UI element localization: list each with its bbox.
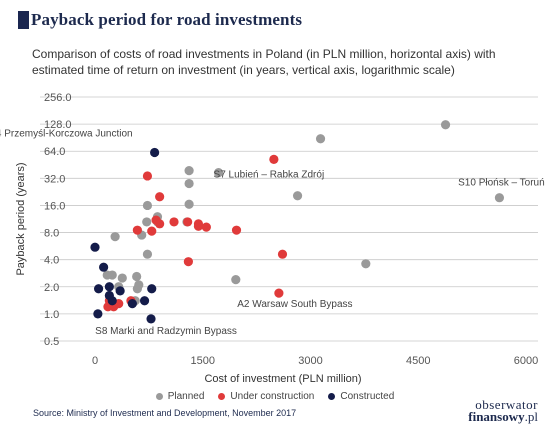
point-planned xyxy=(231,275,241,285)
page-title: Payback period for road investments xyxy=(31,10,302,30)
annotation-label: S7 Lubień – Rabka Zdrój xyxy=(214,169,325,180)
brand-top: obserwator xyxy=(475,397,538,412)
point-constructed xyxy=(104,282,114,292)
legend-swatch-planned xyxy=(155,393,163,400)
point-under-construction xyxy=(183,257,193,267)
legend-label-planned: Planned xyxy=(167,391,205,402)
point-constructed xyxy=(93,309,103,319)
brand-name: finansowy xyxy=(468,409,525,424)
title-wrap: Payback period for road investments xyxy=(18,10,302,30)
source-note: Source: Ministry of Investment and Devel… xyxy=(33,408,297,418)
point-planned xyxy=(361,259,371,269)
x-tick-label: 4500 xyxy=(406,355,430,367)
point-planned xyxy=(184,165,194,176)
legend-swatch-under-construction xyxy=(218,393,226,400)
annotation-label: A4 Przemyśl-Korczowa Junction xyxy=(0,128,133,139)
annotation-label: S10 Płońsk – Toruń xyxy=(458,178,545,189)
x-axis-label: Cost of investment (PLN million) xyxy=(204,373,361,385)
point-under-construction xyxy=(155,219,165,229)
y-tick-label: 4.0 xyxy=(44,255,59,267)
point-constructed xyxy=(107,296,117,306)
y-tick-label: 8.0 xyxy=(44,228,59,240)
point-constructed xyxy=(127,299,137,309)
title-initial: P xyxy=(31,10,42,29)
point-planned xyxy=(184,178,194,189)
annotation-label: A2 Warsaw South Bypass xyxy=(237,299,352,310)
point-under-construction xyxy=(147,226,157,236)
point-planned xyxy=(102,270,112,280)
point-under-construction xyxy=(183,217,193,227)
x-tick-label: 6000 xyxy=(514,355,538,367)
point-planned xyxy=(117,273,127,283)
point-constructed xyxy=(99,262,109,272)
y-axis-label: Payback period (years) xyxy=(15,162,27,275)
annotation-label: S8 Marki and Radzymin Bypass xyxy=(95,326,237,337)
point-planned xyxy=(110,232,120,242)
point-planned xyxy=(315,134,326,144)
y-tick-label: 0.5 xyxy=(44,336,59,348)
y-tick-label: 1.0 xyxy=(44,309,59,321)
point-under-construction xyxy=(132,225,142,235)
legend: Planned Under construction Constructed xyxy=(0,391,550,402)
legend-label-constructed: Constructed xyxy=(340,391,395,402)
point-planned xyxy=(184,199,194,209)
point-constructed xyxy=(150,147,160,158)
title-block xyxy=(18,11,29,29)
point-planned xyxy=(213,168,224,178)
point-under-construction xyxy=(231,225,242,235)
point-under-construction xyxy=(193,221,204,231)
point-constructed xyxy=(90,242,100,252)
brand-logo[interactable]: obserwator finansowy.pl xyxy=(468,397,538,424)
x-tick-label: 0 xyxy=(92,355,98,367)
legend-item-under-construction: Under construction xyxy=(218,391,314,402)
point-planned xyxy=(142,200,153,211)
point-under-construction xyxy=(155,192,165,202)
point-planned xyxy=(440,120,451,130)
x-tick-label: 1500 xyxy=(191,355,215,367)
y-tick-label: 128.0 xyxy=(44,119,72,131)
point-constructed xyxy=(115,286,125,296)
brand-bottom: finansowy.pl xyxy=(468,409,538,424)
point-planned xyxy=(132,271,142,282)
point-planned xyxy=(142,249,153,259)
y-tick-label: 16.0 xyxy=(44,200,65,212)
point-constructed xyxy=(146,314,156,324)
point-under-construction xyxy=(274,288,284,298)
legend-item-constructed: Constructed xyxy=(328,391,394,402)
brand-domain: .pl xyxy=(524,409,538,424)
point-constructed xyxy=(139,296,150,306)
point-under-construction xyxy=(277,249,288,259)
point-under-construction xyxy=(169,217,179,227)
point-under-construction xyxy=(269,154,279,164)
subtitle: Comparison of costs of road investments … xyxy=(32,47,496,77)
point-planned xyxy=(494,193,505,203)
legend-swatch-constructed xyxy=(328,393,336,400)
y-tick-label: 64.0 xyxy=(44,146,65,158)
point-planned xyxy=(142,217,152,227)
legend-item-planned: Planned xyxy=(155,391,205,402)
point-under-construction xyxy=(201,222,211,232)
y-tick-label: 256.0 xyxy=(44,92,72,104)
y-tick-label: 2.0 xyxy=(44,282,59,294)
point-constructed xyxy=(93,284,104,294)
x-tick-label: 3000 xyxy=(298,355,322,367)
title-rest: ayback period for road investments xyxy=(41,10,303,29)
point-under-construction xyxy=(142,171,153,181)
point-planned xyxy=(292,191,303,201)
point-planned xyxy=(132,284,142,294)
point-constructed xyxy=(147,284,157,294)
y-tick-label: 32.0 xyxy=(44,173,65,185)
legend-label-under-construction: Under construction xyxy=(230,391,315,402)
